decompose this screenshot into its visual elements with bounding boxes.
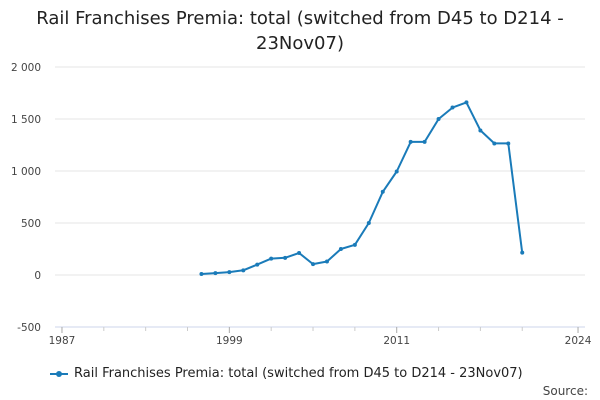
data-point[interactable] bbox=[297, 250, 302, 255]
legend-swatch bbox=[50, 370, 68, 377]
y-tick-label: 2 000 bbox=[11, 62, 41, 74]
y-tick-label: 500 bbox=[21, 218, 41, 230]
data-point[interactable] bbox=[492, 141, 497, 146]
data-point[interactable] bbox=[283, 255, 288, 260]
data-point[interactable] bbox=[506, 141, 511, 146]
series-line bbox=[201, 101, 524, 275]
legend[interactable]: Rail Franchises Premia: total (switched … bbox=[50, 366, 523, 381]
legend-label: Rail Franchises Premia: total (switched … bbox=[74, 366, 523, 381]
data-point[interactable] bbox=[478, 128, 483, 133]
data-point[interactable] bbox=[394, 169, 399, 174]
x-tick-label: 2024 bbox=[565, 335, 592, 347]
chart-title-line-2: 23Nov07) bbox=[256, 33, 344, 54]
data-point[interactable] bbox=[422, 139, 427, 144]
series-layer bbox=[199, 100, 525, 276]
data-point[interactable] bbox=[241, 268, 246, 273]
data-point[interactable] bbox=[269, 256, 274, 261]
data-point[interactable] bbox=[436, 117, 441, 121]
data-point[interactable] bbox=[324, 259, 329, 264]
data-point[interactable] bbox=[255, 262, 260, 267]
chart-title: Rail Franchises Premia: total (switched … bbox=[0, 6, 600, 56]
data-point[interactable] bbox=[311, 262, 316, 267]
grid-lines bbox=[55, 66, 585, 328]
y-tick-label: 1 500 bbox=[11, 114, 41, 126]
data-point[interactable] bbox=[450, 105, 455, 110]
x-axis bbox=[55, 326, 585, 333]
y-tick-label: -500 bbox=[17, 322, 41, 334]
data-point[interactable] bbox=[338, 247, 343, 251]
data-point[interactable] bbox=[520, 250, 525, 255]
chart-title-line-1: Rail Franchises Premia: total (switched … bbox=[36, 8, 564, 29]
data-point[interactable] bbox=[464, 100, 469, 105]
x-tick-label: 1999 bbox=[216, 335, 243, 347]
data-point[interactable] bbox=[199, 271, 204, 276]
data-point[interactable] bbox=[408, 139, 413, 144]
y-tick-label: 0 bbox=[34, 270, 41, 282]
data-point[interactable] bbox=[352, 242, 357, 247]
data-point[interactable] bbox=[366, 221, 371, 225]
y-axis-tick-labels: -500 0 500 1 000 1 500 2 000 bbox=[11, 62, 41, 334]
data-point[interactable] bbox=[380, 189, 385, 194]
x-axis-tick-labels: 1987 1999 2011 2024 bbox=[49, 335, 592, 347]
x-tick-label: 2011 bbox=[383, 335, 410, 347]
y-tick-label: 1 000 bbox=[11, 166, 41, 178]
data-point[interactable] bbox=[227, 270, 232, 275]
source-label: Source: bbox=[542, 384, 588, 398]
data-point[interactable] bbox=[213, 271, 218, 276]
x-tick-label: 1987 bbox=[49, 335, 76, 347]
